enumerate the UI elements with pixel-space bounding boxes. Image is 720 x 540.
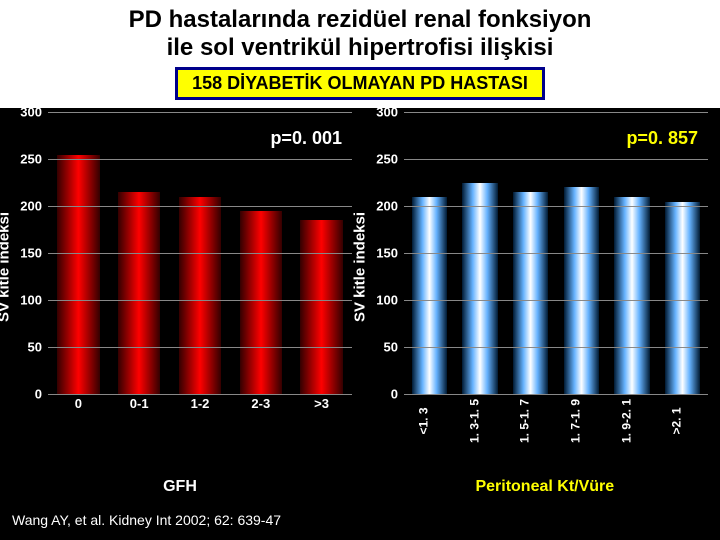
right-chart: SV kitle indeksi p=0. 857 05010015020025… xyxy=(364,112,712,422)
ytick-label: 50 xyxy=(28,340,48,355)
left-xaxis: 00-11-22-3>3 xyxy=(48,396,352,422)
grid-line xyxy=(48,394,352,395)
grid-line xyxy=(48,159,352,160)
xtick-label: <1. 3 xyxy=(416,396,442,447)
right-xaxis: <1. 31. 3-1. 51. 5-1. 71. 7-1. 91. 9-2. … xyxy=(404,396,708,422)
left-xlabel: GFH xyxy=(0,478,360,496)
grid-line xyxy=(404,159,708,160)
chart-bar xyxy=(300,220,343,394)
grid-line xyxy=(404,394,708,395)
chart-bar xyxy=(412,197,447,394)
xtick-label: 1-2 xyxy=(170,396,231,422)
chart-bar xyxy=(118,192,161,394)
ytick-label: 200 xyxy=(376,199,404,214)
chart-bar xyxy=(462,183,497,395)
ytick-label: 50 xyxy=(384,340,404,355)
left-ylabel: SV kitle indeksi xyxy=(0,212,13,322)
slide-title: PD hastalarında rezidüel renal fonksiyon… xyxy=(0,0,720,65)
ytick-label: 150 xyxy=(20,246,48,261)
xtick-label: 2-3 xyxy=(230,396,291,422)
title-line-1: PD hastalarında rezidüel renal fonksiyon xyxy=(0,6,720,34)
subtitle-badge: 158 DİYABETİK OLMAYAN PD HASTASI xyxy=(175,67,545,100)
xtick-label: >2. 1 xyxy=(670,396,696,447)
grid-line xyxy=(404,300,708,301)
xtick-label: >3 xyxy=(291,396,352,422)
ytick-label: 150 xyxy=(376,246,404,261)
ytick-label: 250 xyxy=(376,152,404,167)
xtick-label: 1. 9-2. 1 xyxy=(619,396,645,447)
xtick-label: 1. 5-1. 7 xyxy=(518,396,544,447)
grid-line xyxy=(404,253,708,254)
xtick-label: 1. 7-1. 9 xyxy=(568,396,594,447)
right-xlabel: Peritoneal Kt/Vüre xyxy=(376,478,714,496)
ytick-label: 300 xyxy=(20,105,48,120)
chart-bar xyxy=(57,155,100,395)
chart-bar xyxy=(240,211,283,394)
ytick-label: 300 xyxy=(376,105,404,120)
grid-line xyxy=(404,347,708,348)
title-line-2: ile sol ventrikül hipertrofisi ilişkisi xyxy=(0,34,720,62)
grid-line xyxy=(48,112,352,113)
left-plot-area: p=0. 001 050100150200250300 xyxy=(48,112,352,394)
chart-bar xyxy=(665,202,700,395)
ytick-label: 0 xyxy=(391,387,404,402)
grid-line xyxy=(48,347,352,348)
grid-line xyxy=(404,206,708,207)
ytick-label: 250 xyxy=(20,152,48,167)
grid-line xyxy=(48,253,352,254)
ytick-label: 0 xyxy=(35,387,48,402)
chart-bar xyxy=(513,192,548,394)
xtick-label: 0 xyxy=(48,396,109,422)
ytick-label: 200 xyxy=(20,199,48,214)
right-ylabel: SV kitle indeksi xyxy=(352,212,369,322)
ytick-label: 100 xyxy=(20,293,48,308)
xtick-label: 0-1 xyxy=(109,396,170,422)
left-chart: SV kitle indeksi p=0. 001 05010015020025… xyxy=(8,112,356,422)
grid-line xyxy=(404,112,708,113)
charts-row: SV kitle indeksi p=0. 001 05010015020025… xyxy=(0,108,720,422)
chart-bar xyxy=(614,197,649,394)
chart-bar xyxy=(564,187,599,394)
grid-line xyxy=(48,300,352,301)
xtick-label: 1. 3-1. 5 xyxy=(467,396,493,447)
subtitle-container: 158 DİYABETİK OLMAYAN PD HASTASI xyxy=(0,65,720,108)
right-plot-area: p=0. 857 050100150200250300 xyxy=(404,112,708,394)
ytick-label: 100 xyxy=(376,293,404,308)
citation: Wang AY, et al. Kidney Int 2002; 62: 639… xyxy=(12,512,281,528)
grid-line xyxy=(48,206,352,207)
chart-bar xyxy=(179,197,222,394)
